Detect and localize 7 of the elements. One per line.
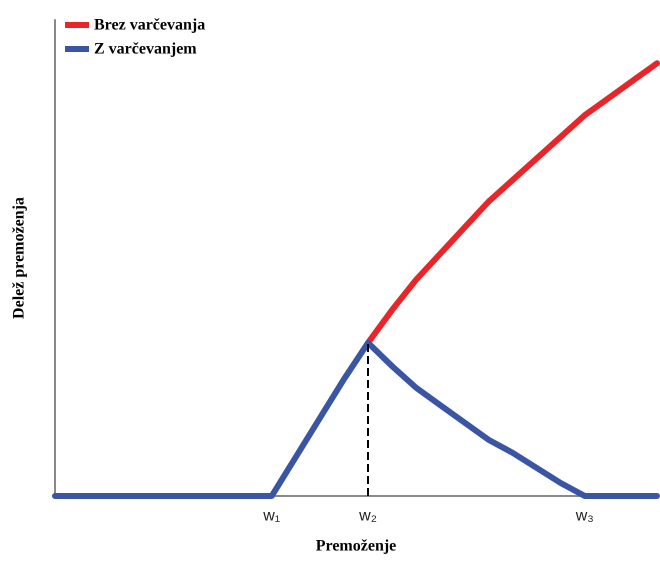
x-tick-label: w₃ [574,508,594,524]
x-tick-label: w₂ [358,508,377,524]
legend-label: Z varčevanjem [94,40,198,58]
x-axis-title: Premoženje [316,538,396,554]
x-tick-label: w₁ [262,508,280,524]
legend-label: Brez varčevanja [94,16,206,34]
y-axis-title: Delež premoženja [10,197,28,319]
